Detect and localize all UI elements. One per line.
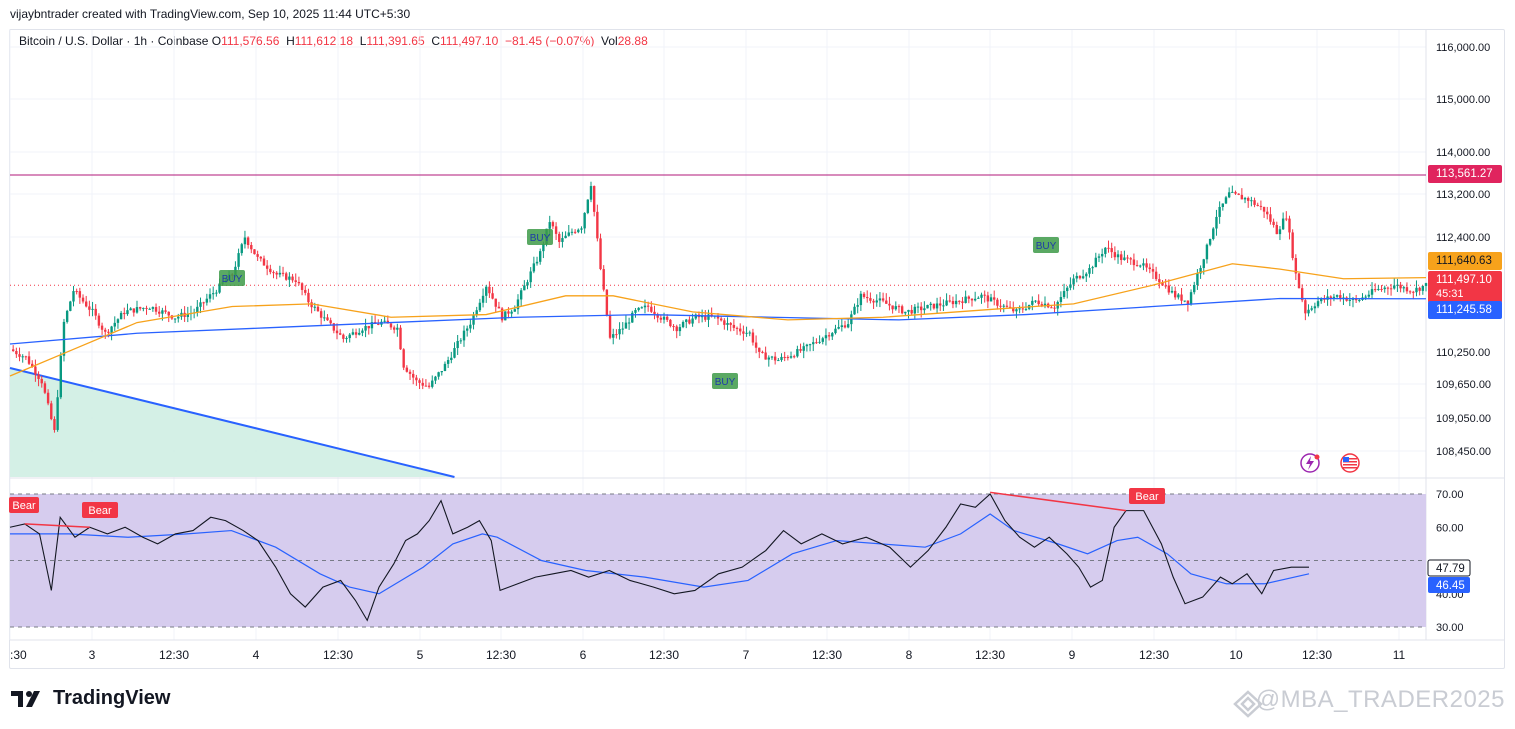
watermark: @MBA_TRADER2025 <box>1255 686 1505 713</box>
high-value: 111,612.18 <box>294 34 354 48</box>
open-value: 111,576.56 <box>221 34 280 48</box>
watermark-diamond-icon <box>1233 690 1263 718</box>
ohlc-legend: Bitcoin / U.S. Dollar · 1h · Coinbase O1… <box>19 34 648 48</box>
tradingview-logo-icon <box>11 690 40 707</box>
symbol-title[interactable]: Bitcoin / U.S. Dollar · 1h · Coinbase <box>19 34 209 48</box>
close-value: 111,497.10 <box>440 34 499 48</box>
brand-name: TradingView <box>53 687 171 709</box>
chart-credit: vijaybntrader created with TradingView.c… <box>10 7 411 21</box>
low-value: 111,391.65 <box>366 34 425 48</box>
volume-value: 28.88 <box>617 34 648 48</box>
chart-frame <box>9 29 1505 669</box>
tradingview-logo[interactable]: TradingView <box>11 687 170 710</box>
change-value: −81.45 (−0.07%) <box>504 34 595 48</box>
